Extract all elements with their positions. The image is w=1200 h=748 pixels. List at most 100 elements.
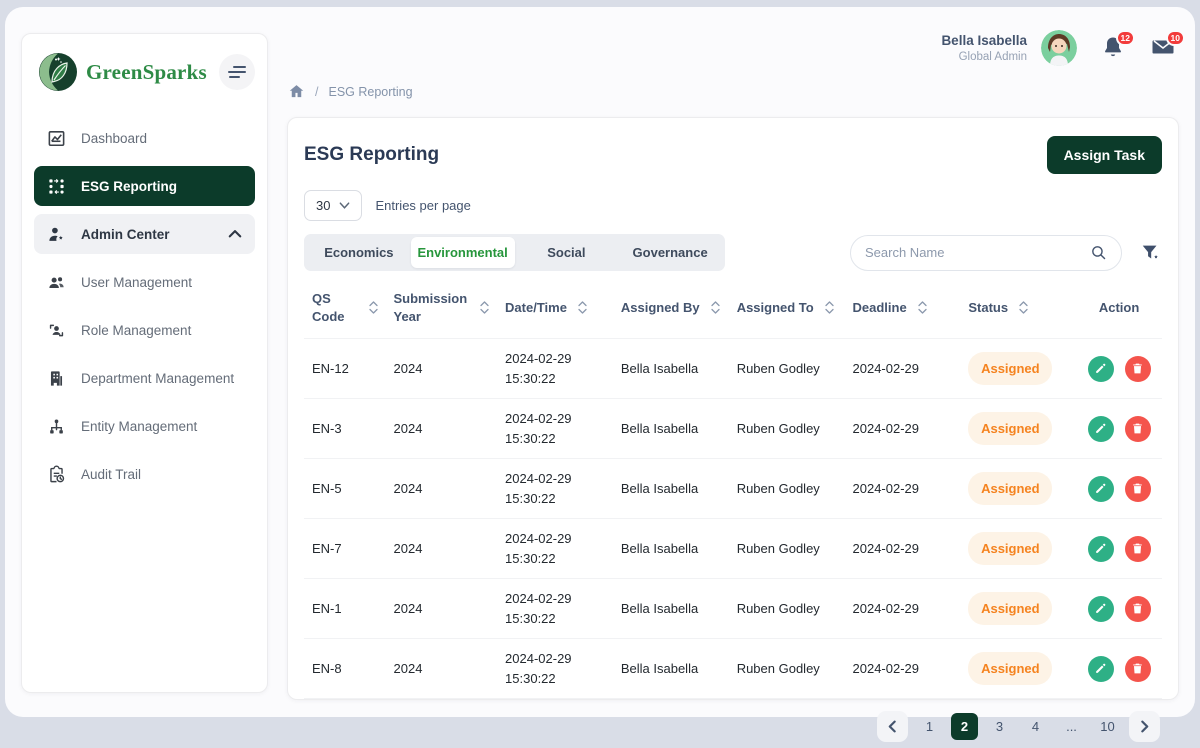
table-row[interactable]: EN-7 2024 2024-02-29 15:30:22 Bella Isab…	[304, 518, 1162, 579]
cell-assigned-by: Bella Isabella	[612, 518, 729, 579]
home-icon[interactable]	[288, 83, 305, 100]
pagination-prev-button[interactable]	[877, 711, 908, 743]
chevron-right-icon	[1141, 720, 1149, 733]
edit-button[interactable]	[1087, 415, 1114, 442]
messages-button[interactable]: 10	[1151, 30, 1185, 61]
cell-deadline: 2024-02-29	[844, 638, 961, 700]
breadcrumb-separator: /	[315, 84, 319, 99]
audit-trail-icon	[47, 464, 66, 484]
topbar: Bella Isabella Global Admin 12	[287, 27, 1185, 69]
delete-button[interactable]	[1124, 355, 1151, 382]
edit-button[interactable]	[1087, 535, 1114, 562]
user-avatar[interactable]	[1041, 30, 1077, 66]
pencil-icon	[1096, 663, 1106, 673]
sort-icon[interactable]	[918, 301, 927, 314]
cell-date-time: 2024-02-29 15:30:22	[497, 338, 613, 399]
edit-button[interactable]	[1087, 355, 1114, 382]
trash-icon	[1133, 483, 1142, 494]
table-row[interactable]: EN-1 2024 2024-02-29 15:30:22 Bella Isab…	[304, 578, 1162, 639]
table-body: EN-12 2024 2024-02-29 15:30:22 Bella Isa…	[304, 338, 1162, 700]
pagination-page-2[interactable]: 2	[951, 713, 978, 741]
delete-button[interactable]	[1124, 655, 1151, 682]
sidebar-toggle-button[interactable]	[219, 54, 255, 90]
search-icon[interactable]	[1090, 244, 1107, 261]
column-header-deadline[interactable]: Deadline	[845, 279, 961, 339]
cell-assigned-to: Ruben Godley	[728, 638, 845, 700]
breadcrumb: / ESG Reporting	[288, 83, 413, 100]
delete-button[interactable]	[1124, 535, 1151, 562]
entries-per-page-value: 30	[316, 198, 331, 213]
cell-assigned-to: Ruben Godley	[728, 578, 845, 639]
delete-button[interactable]	[1124, 595, 1151, 622]
table-header-row: QS Code Submission Year Date/Time Assigned …	[304, 279, 1162, 339]
sort-icon[interactable]	[578, 301, 587, 314]
sidebar-item-role-management[interactable]: Role Management	[34, 310, 255, 350]
sidebar-item-admin-center[interactable]: Admin Center	[34, 214, 255, 254]
sort-icon[interactable]	[825, 301, 834, 314]
messages-count-badge: 10	[1165, 30, 1185, 46]
sidebar-menu: Dashboard ESG Reporting Admin Center User M…	[22, 118, 267, 494]
search-input[interactable]	[865, 245, 1090, 260]
sidebar-item-user-management[interactable]: User Management	[34, 262, 255, 302]
assign-task-button[interactable]: Assign Task	[1046, 136, 1162, 174]
sidebar-item-entity-management[interactable]: Entity Management	[34, 406, 255, 446]
cell-submission-year: 2024	[385, 398, 498, 459]
pagination-page-10[interactable]: 10	[1100, 719, 1115, 735]
role-management-icon	[47, 321, 66, 340]
column-header-qs-code[interactable]: QS Code	[304, 279, 386, 339]
notifications-button[interactable]: 12	[1101, 30, 1135, 61]
sidebar-item-department-management[interactable]: Department Management	[34, 358, 255, 398]
filter-settings-icon[interactable]	[1140, 242, 1162, 264]
sidebar-item-label: Audit Trail	[81, 466, 142, 482]
sidebar-item-dashboard[interactable]: Dashboard	[34, 118, 255, 158]
sidebar-item-esg-reporting[interactable]: ESG Reporting	[34, 166, 255, 206]
column-header-assigned-to[interactable]: Assigned To	[729, 279, 845, 339]
sort-icon[interactable]	[480, 301, 489, 314]
cell-submission-year: 2024	[385, 518, 498, 579]
sort-icon[interactable]	[1019, 301, 1028, 314]
sidebar-item-audit-trail[interactable]: Audit Trail	[34, 454, 255, 494]
cell-status: Assigned	[960, 518, 1077, 579]
edit-button[interactable]	[1087, 655, 1114, 682]
cell-assigned-by: Bella Isabella	[612, 638, 729, 700]
status-badge: Assigned	[968, 351, 1053, 386]
cell-deadline: 2024-02-29	[844, 578, 961, 639]
table-row[interactable]: EN-12 2024 2024-02-29 15:30:22 Bella Isa…	[304, 338, 1162, 399]
column-header-submission-year[interactable]: Submission Year	[386, 279, 498, 339]
cell-qs-code: EN-8	[304, 638, 386, 700]
cell-assigned-to: Ruben Godley	[728, 518, 845, 579]
tab-economics[interactable]: Economics	[324, 245, 394, 260]
table-wrap: QS Code Submission Year Date/Time Assigned …	[304, 279, 1162, 700]
column-header-status[interactable]: Status	[960, 279, 1076, 339]
cell-status: Assigned	[960, 458, 1077, 519]
cell-deadline: 2024-02-29	[844, 338, 961, 399]
delete-button[interactable]	[1124, 475, 1151, 502]
sidebar-item-label: User Management	[81, 274, 193, 290]
pagination-page-4[interactable]: 4	[1031, 719, 1040, 735]
cell-qs-code: EN-12	[304, 338, 386, 399]
column-header-assigned-by[interactable]: Assigned By	[613, 279, 729, 339]
table-row[interactable]: EN-8 2024 2024-02-29 15:30:22 Bella Isab…	[304, 638, 1162, 700]
table-row[interactable]: EN-5 2024 2024-02-29 15:30:22 Bella Isab…	[304, 458, 1162, 519]
column-label: Action	[1098, 299, 1140, 315]
edit-button[interactable]	[1087, 595, 1114, 622]
tab-social[interactable]: Social	[547, 245, 586, 260]
column-header-date-time[interactable]: Date/Time	[497, 279, 613, 339]
sort-icon[interactable]	[710, 301, 720, 314]
edit-button[interactable]	[1087, 475, 1114, 502]
tab-governance[interactable]: Governance	[632, 245, 708, 260]
pagination-page-1[interactable]: 1	[925, 719, 934, 735]
pencil-icon	[1096, 543, 1106, 553]
sidebar-item-label: Dashboard	[81, 130, 148, 146]
pencil-icon	[1096, 483, 1106, 493]
pagination-page-3[interactable]: 3	[995, 719, 1004, 735]
pagination-next-button[interactable]	[1129, 711, 1160, 743]
greensparks-logo-icon	[38, 52, 78, 92]
table-row[interactable]: EN-3 2024 2024-02-29 15:30:22 Bella Isab…	[304, 398, 1162, 459]
delete-button[interactable]	[1124, 415, 1151, 442]
sort-icon[interactable]	[368, 301, 378, 314]
cell-status: Assigned	[960, 398, 1077, 459]
entries-per-page-select[interactable]: 30	[304, 190, 363, 221]
tab-environmental[interactable]: Environmental	[410, 237, 515, 268]
sidebar-item-label: Entity Management	[81, 418, 198, 434]
